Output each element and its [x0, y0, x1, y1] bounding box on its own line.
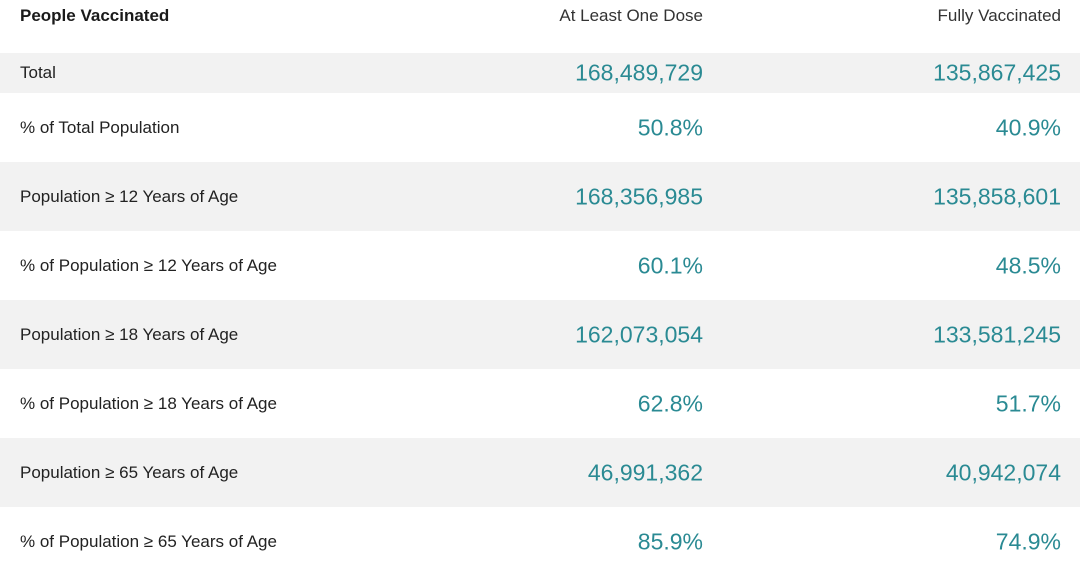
table-row: % of Population ≥ 65 Years of Age 85.9% … [0, 507, 1080, 576]
header-at-least-one-dose: At Least One Dose [559, 6, 703, 25]
table-row: % of Population ≥ 18 Years of Age 62.8% … [0, 369, 1080, 438]
value-fully-vaccinated: 40,942,074 [945, 459, 1061, 485]
value-fully-vaccinated: 135,867,425 [933, 59, 1061, 86]
value-fully-vaccinated: 133,581,245 [933, 321, 1061, 347]
value-at-least-one-dose: 162,073,054 [575, 321, 703, 347]
row-label: Total [20, 63, 56, 82]
table-row: Total 168,489,729 135,867,425 [0, 53, 1080, 93]
row-label: Population ≥ 18 Years of Age [20, 324, 239, 344]
table-row: Population ≥ 65 Years of Age 46,991,362 … [0, 438, 1080, 507]
value-at-least-one-dose: 85.9% [637, 528, 703, 554]
value-fully-vaccinated: 51.7% [995, 390, 1061, 416]
value-at-least-one-dose: 168,356,985 [575, 183, 703, 209]
table-row: Population ≥ 12 Years of Age 168,356,985… [0, 162, 1080, 231]
row-label: Population ≥ 12 Years of Age [20, 186, 239, 206]
value-fully-vaccinated: 74.9% [995, 528, 1061, 554]
row-label: % of Population ≥ 65 Years of Age [20, 531, 277, 551]
value-at-least-one-dose: 46,991,362 [587, 459, 703, 485]
value-at-least-one-dose: 168,489,729 [575, 59, 703, 86]
table-row: % of Population ≥ 12 Years of Age 60.1% … [0, 231, 1080, 300]
table-body: Total 168,489,729 135,867,425 % of Total… [0, 53, 1080, 576]
table-row: % of Total Population 50.8% 40.9% [0, 93, 1080, 162]
row-label: Population ≥ 65 Years of Age [20, 462, 239, 482]
row-label: % of Population ≥ 18 Years of Age [20, 393, 277, 413]
row-label: % of Population ≥ 12 Years of Age [20, 255, 277, 275]
header-people-vaccinated: People Vaccinated [20, 6, 170, 25]
table-row: Population ≥ 18 Years of Age 162,073,054… [0, 300, 1080, 369]
value-at-least-one-dose: 60.1% [637, 252, 703, 278]
value-at-least-one-dose: 50.8% [637, 114, 703, 140]
header-fully-vaccinated: Fully Vaccinated [937, 6, 1061, 25]
value-fully-vaccinated: 48.5% [995, 252, 1061, 278]
table-header: People Vaccinated At Least One Dose Full… [0, 0, 1080, 36]
value-fully-vaccinated: 135,858,601 [933, 183, 1061, 209]
row-label: % of Total Population [20, 117, 180, 137]
value-at-least-one-dose: 62.8% [637, 390, 703, 416]
value-fully-vaccinated: 40.9% [995, 114, 1061, 140]
